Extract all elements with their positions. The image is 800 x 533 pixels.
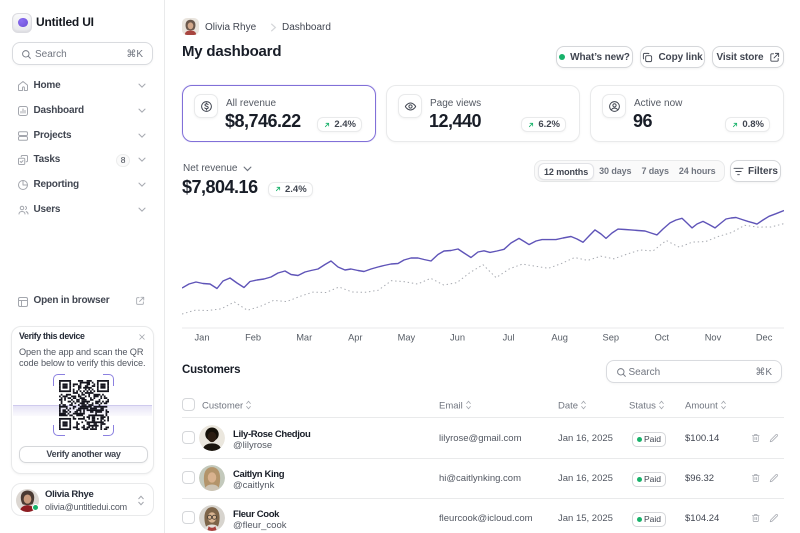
svg-text:Jun: Jun [450, 333, 465, 343]
svg-text:Apr: Apr [348, 333, 362, 343]
svg-text:Mar: Mar [296, 333, 312, 343]
svg-text:May: May [398, 333, 416, 343]
svg-text:Oct: Oct [655, 333, 670, 343]
svg-text:Jan: Jan [195, 333, 210, 343]
svg-text:Feb: Feb [245, 333, 261, 343]
svg-text:Nov: Nov [705, 333, 722, 343]
svg-text:Dec: Dec [756, 333, 773, 343]
svg-text:Jul: Jul [503, 333, 515, 343]
svg-text:Sep: Sep [603, 333, 620, 343]
svg-text:Aug: Aug [551, 333, 568, 343]
